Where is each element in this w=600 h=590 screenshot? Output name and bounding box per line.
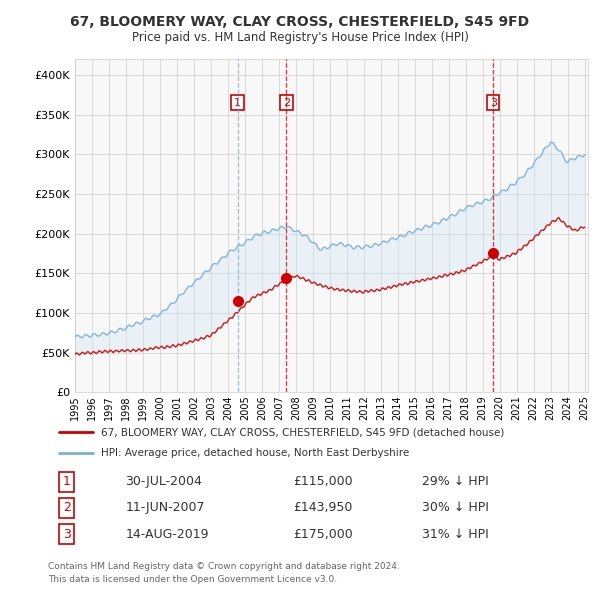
Text: This data is licensed under the Open Government Licence v3.0.: This data is licensed under the Open Gov… [48,575,337,584]
Text: 3: 3 [63,527,71,540]
Text: 2: 2 [63,502,71,514]
Text: Contains HM Land Registry data © Crown copyright and database right 2024.: Contains HM Land Registry data © Crown c… [48,562,400,571]
Text: 1: 1 [234,98,241,107]
Text: 3: 3 [490,98,497,107]
Text: 29% ↓ HPI: 29% ↓ HPI [422,476,488,489]
Text: 1: 1 [63,476,71,489]
Text: £175,000: £175,000 [293,527,353,540]
Text: 30% ↓ HPI: 30% ↓ HPI [422,502,488,514]
Text: 2: 2 [283,98,290,107]
Text: HPI: Average price, detached house, North East Derbyshire: HPI: Average price, detached house, Nort… [101,448,410,458]
Text: £115,000: £115,000 [293,476,353,489]
Text: Price paid vs. HM Land Registry's House Price Index (HPI): Price paid vs. HM Land Registry's House … [131,31,469,44]
Text: 67, BLOOMERY WAY, CLAY CROSS, CHESTERFIELD, S45 9FD: 67, BLOOMERY WAY, CLAY CROSS, CHESTERFIE… [70,15,530,29]
Text: 30-JUL-2004: 30-JUL-2004 [125,476,202,489]
Text: 31% ↓ HPI: 31% ↓ HPI [422,527,488,540]
Text: £143,950: £143,950 [293,502,353,514]
Text: 14-AUG-2019: 14-AUG-2019 [125,527,209,540]
Text: 67, BLOOMERY WAY, CLAY CROSS, CHESTERFIELD, S45 9FD (detached house): 67, BLOOMERY WAY, CLAY CROSS, CHESTERFIE… [101,428,505,437]
Text: 11-JUN-2007: 11-JUN-2007 [125,502,205,514]
